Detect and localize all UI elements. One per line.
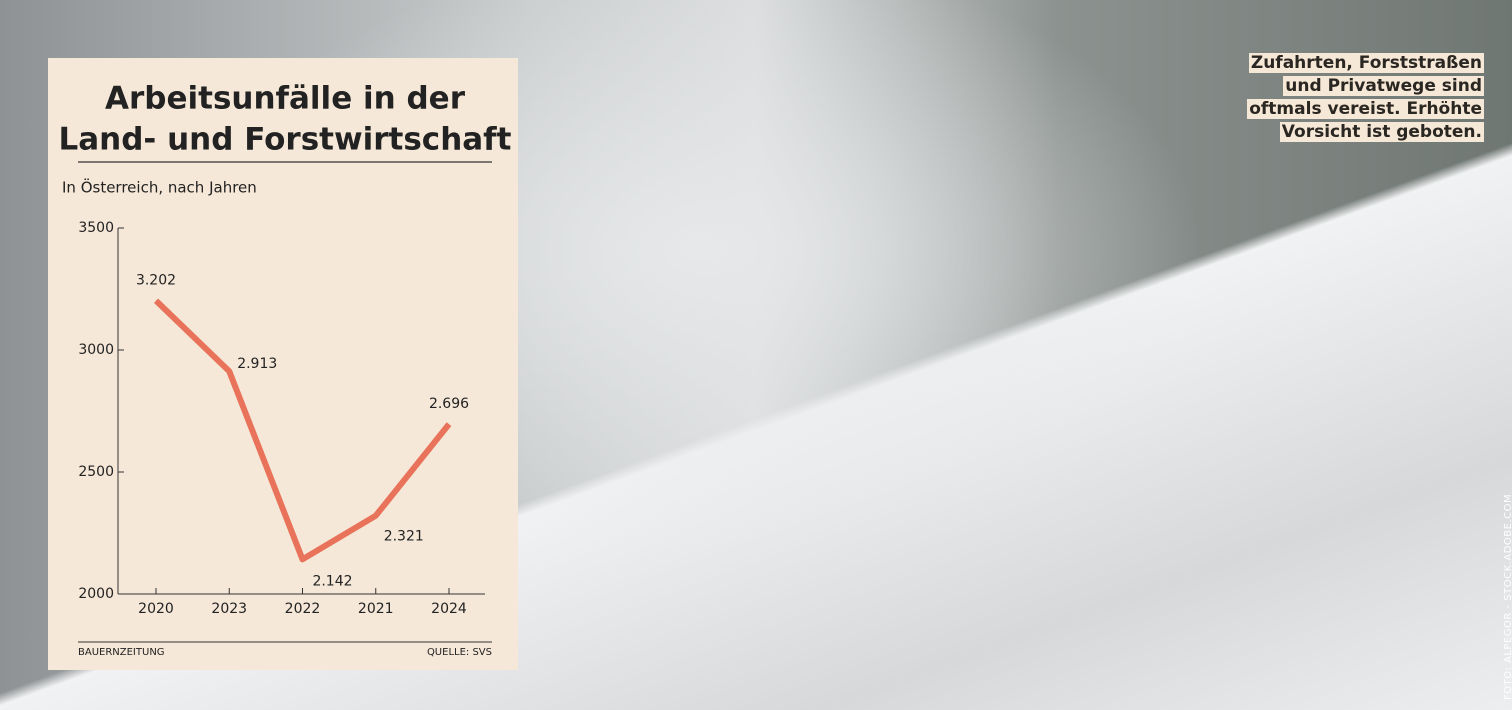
y-tick-label: 2500 [78,464,114,480]
value-label: 2.321 [384,529,424,545]
value-label: 2.696 [429,396,469,412]
footer-left: BAUERNZEITUNG [78,647,165,658]
footer-right: QUELLE: SVS [427,647,492,658]
chart-subtitle: In Österreich, nach Jahren [62,178,257,197]
value-label: 2.913 [237,356,277,372]
chart: Arbeitsunfälle in der Land- und Forstwir… [0,0,1512,710]
chart-title: Land- und Forstwirtschaft [59,122,512,158]
x-tick-label: 2024 [431,601,467,617]
x-tick-label: 2020 [138,601,174,617]
y-tick-label: 3500 [78,220,114,236]
chart-title: Arbeitsunfälle in der [105,81,466,117]
x-tick-label: 2021 [358,601,394,617]
value-label: 3.202 [136,273,176,289]
y-tick-label: 3000 [78,342,114,358]
y-tick-label: 2000 [78,586,114,602]
page: Zufahrten, Forststraßenund Privatwege si… [0,0,1512,710]
x-tick-label: 2023 [211,601,247,617]
x-tick-label: 2022 [285,601,321,617]
value-label: 2.142 [312,573,352,589]
